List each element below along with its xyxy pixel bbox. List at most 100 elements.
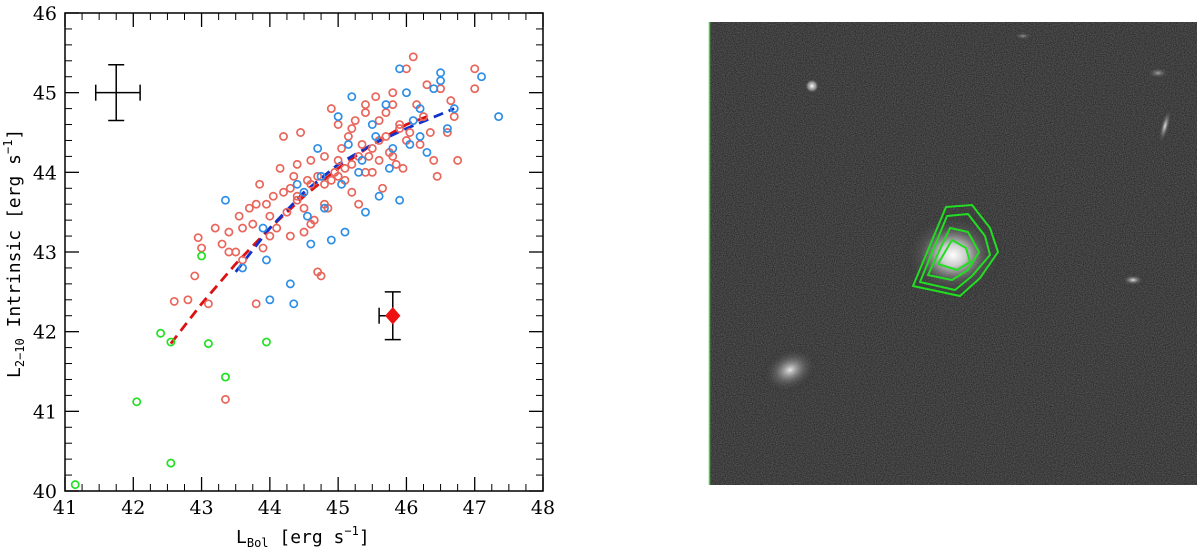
scatter-point (234, 211, 244, 221)
scatter-point (190, 271, 200, 281)
scatter-point (415, 132, 425, 141)
scatter-point (395, 120, 405, 129)
scatter-point (374, 116, 384, 126)
scatter-point (415, 139, 425, 149)
scatter-point (289, 299, 299, 309)
scatter-point (255, 179, 265, 189)
scatter-point (391, 159, 401, 169)
scatter-point (374, 191, 384, 201)
scatter-point (343, 132, 353, 141)
scatter-point (432, 171, 442, 181)
scatter-point (326, 235, 336, 245)
scatter-point (361, 207, 370, 217)
scatter-point (405, 128, 415, 137)
scatter-point (272, 223, 282, 233)
scatter-point (429, 84, 439, 94)
scatter-point (70, 480, 80, 490)
scatter-point (367, 120, 377, 129)
scatter-point (408, 116, 418, 126)
scatter-point (395, 195, 405, 205)
bright-star (805, 79, 819, 93)
scatter-point (333, 155, 343, 165)
scatter-point (306, 179, 316, 189)
scatter-point (261, 199, 271, 209)
scatter-point (261, 255, 271, 265)
scatter-point (224, 247, 234, 257)
scatter-point (244, 203, 254, 213)
scatter-point (197, 251, 207, 261)
svg-text:LBol [erg s−1]: LBol [erg s−1] (236, 524, 370, 550)
scatter-point (326, 175, 336, 185)
contour-inner (927, 227, 980, 281)
scatter-point (313, 171, 323, 181)
scatter-point (248, 219, 258, 229)
scatter-point (442, 124, 452, 133)
y-tick-label: 44 (33, 162, 57, 184)
scatter-point (258, 243, 268, 253)
scatter-point (453, 155, 463, 165)
scatter-point (285, 183, 295, 193)
scatter-point (347, 187, 357, 197)
scatter-point (381, 132, 391, 141)
data-points (70, 52, 504, 490)
scatter-point (299, 187, 309, 197)
x-tick-label: 42 (121, 497, 145, 519)
scatter-point (405, 139, 415, 149)
scatter-point (357, 139, 367, 149)
scatter-point (381, 108, 391, 118)
scatter-point (371, 92, 381, 102)
scatter-point (357, 155, 367, 165)
scatter-point (401, 88, 411, 98)
scatter-point (415, 104, 425, 114)
scatter-point (436, 68, 446, 78)
galaxy-bottom-left (761, 346, 819, 394)
scatter-point (408, 52, 418, 62)
scatter-point (436, 76, 446, 86)
scatter-point (279, 132, 288, 141)
scatter-point (132, 397, 142, 407)
scatter-point (306, 239, 316, 249)
x-tick-label: 48 (531, 497, 555, 519)
x-axis-label: LBol [erg s−1] (236, 524, 370, 550)
scatter-point (221, 394, 230, 404)
scatter-point (361, 100, 370, 110)
galaxy-right-small (1121, 274, 1145, 286)
scatter-point (425, 128, 435, 137)
error-bars (94, 64, 401, 341)
scatter-point (265, 211, 275, 221)
scatter-point (354, 199, 364, 209)
scatter-point (261, 337, 271, 347)
scatter-point (419, 112, 428, 122)
scatter-point (320, 199, 329, 209)
scatter-point (429, 155, 439, 165)
scatter-point (316, 271, 326, 281)
scatter-point (292, 191, 302, 201)
scatter-point (221, 195, 230, 205)
scatter-point (347, 159, 357, 169)
y-tick-label: 46 (33, 3, 57, 25)
scatter-point (395, 64, 405, 74)
scatter-point (217, 239, 227, 249)
scatter-point (384, 163, 394, 173)
scatter-point (395, 124, 405, 133)
scatter-point (251, 299, 261, 309)
scatter-point (285, 231, 295, 241)
scatter-point (210, 223, 220, 233)
scatter-point (449, 112, 459, 122)
scatter-point (238, 223, 247, 233)
scatter-point (388, 143, 398, 153)
faint-galaxy-top (1013, 32, 1033, 40)
scatter-point (320, 203, 329, 213)
fit-line (169, 115, 428, 345)
scatter-point (347, 92, 357, 102)
y-axis-label: L2−10 Intrinsic [erg s−1] (1, 129, 27, 378)
scatter-point (361, 108, 370, 118)
scatter-point (398, 163, 408, 173)
y-tick-label: 41 (33, 401, 57, 423)
scatter-point (422, 80, 432, 90)
scatter-point (378, 183, 387, 193)
x-tick-label: 44 (258, 497, 282, 519)
scatter-point (367, 143, 377, 153)
